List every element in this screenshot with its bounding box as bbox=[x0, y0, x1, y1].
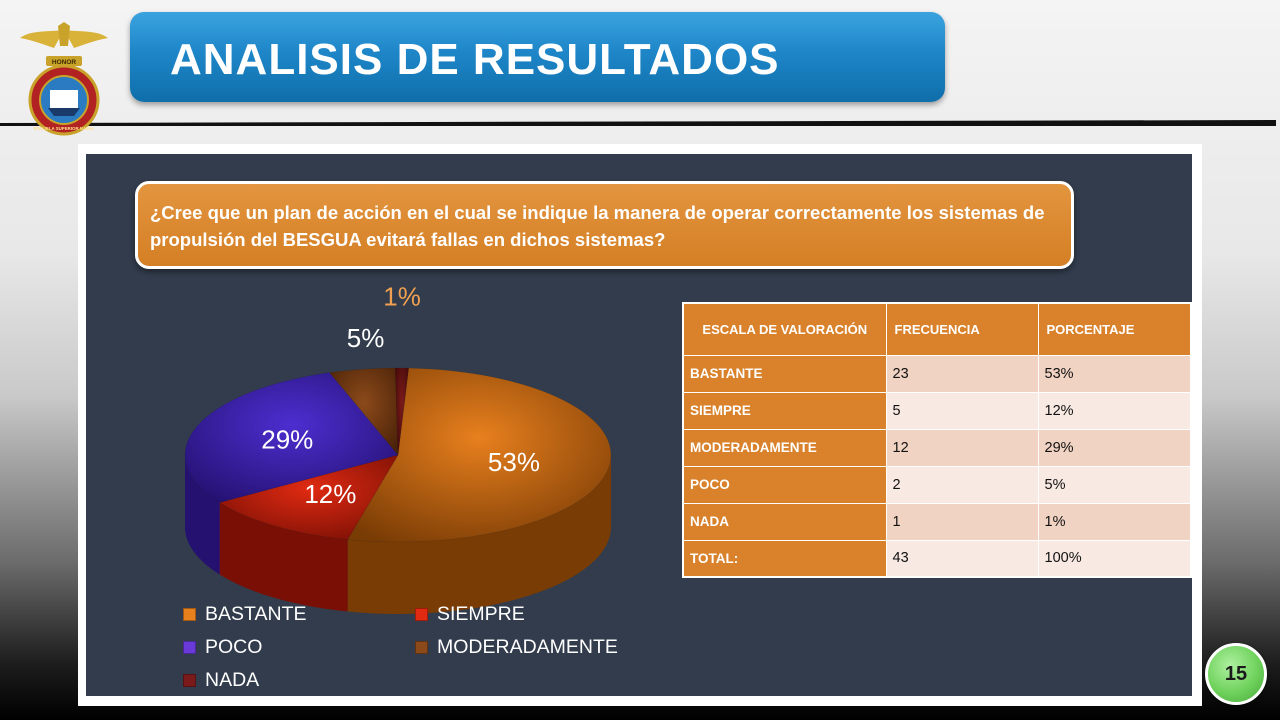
row-label: POCO bbox=[682, 465, 887, 504]
table-row: NADA 1 1% bbox=[682, 502, 1192, 541]
pie-label-poco: 5% bbox=[347, 323, 385, 353]
chart-legend: BASTANTE SIEMPRE POCO MODERADAMENTE NADA bbox=[183, 603, 643, 693]
legend-label: MODERADAMENTE bbox=[437, 636, 618, 658]
legend-label: NADA bbox=[205, 669, 260, 691]
legend-label: SIEMPRE bbox=[437, 603, 525, 625]
table-row: SIEMPRE 5 12% bbox=[682, 391, 1192, 430]
legend-swatch bbox=[415, 641, 428, 654]
row-label: MODERADAMENTE bbox=[682, 428, 887, 467]
row-frequency: 2 bbox=[885, 465, 1039, 504]
table-row: POCO 2 5% bbox=[682, 465, 1192, 504]
header-frequency: FRECUENCIA bbox=[885, 302, 1039, 356]
legend-item-bastante: BASTANTE bbox=[183, 603, 307, 626]
row-percentage: 53% bbox=[1037, 354, 1192, 393]
page-number-badge: 15 bbox=[1205, 643, 1267, 705]
legend-item-nada: NADA bbox=[183, 669, 259, 692]
row-label: BASTANTE bbox=[682, 354, 887, 393]
row-percentage: 29% bbox=[1037, 428, 1192, 467]
row-label: NADA bbox=[682, 502, 887, 541]
page-title: ANALISIS DE RESULTADOS bbox=[170, 35, 780, 84]
results-table: ESCALA DE VALORACIÓN FRECUENCIA PORCENTA… bbox=[682, 302, 1192, 578]
title-banner: ANALISIS DE RESULTADOS bbox=[130, 12, 945, 102]
legend-swatch bbox=[183, 641, 196, 654]
pie-label-siempre: 12% bbox=[304, 479, 356, 509]
header-divider bbox=[0, 120, 1276, 126]
pie-side-siempre bbox=[219, 502, 348, 612]
table-header-row: ESCALA DE VALORACIÓN FRECUENCIA PORCENTA… bbox=[682, 302, 1192, 356]
emblem-text: HONOR bbox=[52, 59, 77, 66]
row-label: SIEMPRE bbox=[682, 391, 887, 430]
question-box: ¿Cree que un plan de acción en el cual s… bbox=[135, 181, 1074, 269]
row-label: TOTAL: bbox=[682, 539, 887, 578]
legend-label: BASTANTE bbox=[205, 603, 307, 625]
pie-label-moderadamente: 29% bbox=[261, 424, 313, 454]
legend-item-poco: POCO bbox=[183, 636, 262, 659]
header-percentage: PORCENTAJE bbox=[1037, 302, 1192, 356]
row-frequency: 5 bbox=[885, 391, 1039, 430]
pie-slice-bastante bbox=[347, 367, 612, 543]
pie-label-bastante: 53% bbox=[488, 447, 540, 477]
row-percentage: 12% bbox=[1037, 391, 1192, 430]
legend-label: POCO bbox=[205, 636, 263, 658]
naval-emblem-icon: HONOR ESCUELA SUPERIOR NAVAL bbox=[20, 22, 108, 136]
pie-side-bastante bbox=[347, 455, 611, 614]
emblem-ring-text: ESCUELA SUPERIOR NAVAL bbox=[34, 126, 95, 131]
legend-item-siempre: SIEMPRE bbox=[415, 603, 525, 626]
pie-slice-moderadamente bbox=[184, 372, 399, 503]
legend-swatch bbox=[183, 608, 196, 621]
pie-side-moderadamente bbox=[185, 455, 220, 575]
table-row: MODERADAMENTE 12 29% bbox=[682, 428, 1192, 467]
pie-slice-siempre bbox=[219, 454, 399, 540]
header-scale: ESCALA DE VALORACIÓN bbox=[682, 302, 887, 356]
row-frequency: 12 bbox=[885, 428, 1039, 467]
row-frequency: 1 bbox=[885, 502, 1039, 541]
legend-item-moderadamente: MODERADAMENTE bbox=[415, 636, 618, 659]
row-frequency: 43 bbox=[885, 539, 1039, 578]
row-frequency: 23 bbox=[885, 354, 1039, 393]
legend-swatch bbox=[183, 674, 196, 687]
legend-swatch bbox=[415, 608, 428, 621]
pie-label-nada: 1% bbox=[383, 281, 421, 311]
table-row: BASTANTE 23 53% bbox=[682, 354, 1192, 393]
pie-slice-nada bbox=[395, 367, 409, 456]
row-percentage: 5% bbox=[1037, 465, 1192, 504]
pie-slice-poco bbox=[329, 367, 399, 456]
table-row-total: TOTAL: 43 100% bbox=[682, 539, 1192, 578]
row-percentage: 100% bbox=[1037, 539, 1192, 578]
row-percentage: 1% bbox=[1037, 502, 1192, 541]
